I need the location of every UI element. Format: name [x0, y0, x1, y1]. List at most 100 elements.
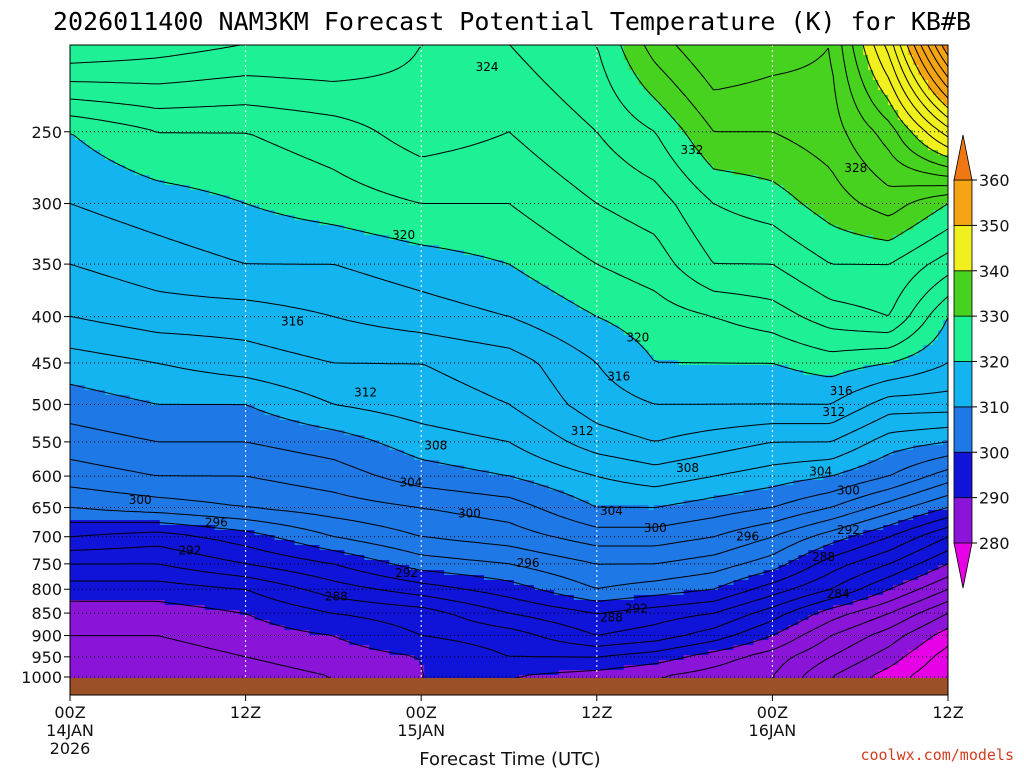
fill-cell: [329, 70, 335, 76]
fill-cell: [863, 130, 869, 136]
fill-cell: [568, 90, 575, 96]
fill-cell: [94, 50, 101, 56]
fill-cell: [573, 95, 580, 101]
fill-cell: [828, 70, 834, 76]
fill-cell: [703, 90, 710, 96]
fill-cell: [74, 125, 81, 131]
fill-cell: [608, 120, 615, 126]
fill-cell: [209, 145, 216, 151]
fill-cell: [139, 160, 146, 166]
fill-cell: [613, 110, 620, 116]
fill-cell: [543, 70, 550, 76]
fill-cell: [603, 165, 610, 171]
fill-cell: [109, 170, 116, 176]
fill-cell: [489, 165, 495, 171]
fill-cell: [449, 70, 455, 76]
fill-cell: [254, 150, 261, 156]
fill-cell: [518, 80, 525, 86]
fill-cell: [738, 155, 745, 161]
fill-cell: [484, 85, 490, 91]
fill-cell: [543, 130, 550, 136]
fill-cell: [259, 95, 266, 101]
fill-cell: [758, 115, 765, 121]
fill-cell: [623, 95, 630, 101]
fill-cell: [109, 150, 116, 156]
fill-cell: [134, 120, 141, 126]
fill-cell: [70, 140, 76, 146]
fill-cell: [139, 185, 146, 191]
fill-cell: [109, 185, 116, 191]
fill-cell: [129, 135, 136, 141]
fill-cell: [773, 160, 779, 166]
fill-cell: [713, 55, 720, 61]
fill-cell: [793, 120, 799, 126]
fill-cell: [74, 75, 81, 81]
fill-cell: [848, 155, 854, 161]
fill-cell: [628, 45, 635, 51]
fill-cell: [663, 75, 670, 81]
fill-cell: [164, 100, 171, 106]
fill-cell: [773, 125, 779, 131]
fill-cell: [409, 145, 415, 151]
fill-cell: [399, 75, 405, 81]
fill-cell: [743, 130, 750, 136]
fill-cell: [843, 115, 849, 121]
fill-cell: [359, 100, 365, 106]
fill-cell: [598, 95, 605, 101]
fill-cell: [943, 95, 948, 101]
fill-cell: [209, 60, 216, 66]
fill-cell: [149, 155, 156, 161]
fill-cell: [404, 180, 410, 186]
fill-cell: [189, 120, 196, 126]
fill-cell: [79, 175, 86, 181]
fill-cell: [653, 170, 660, 176]
fill-cell: [134, 175, 141, 181]
fill-cell: [588, 130, 595, 136]
fill-cell: [713, 120, 720, 126]
fill-cell: [219, 145, 226, 151]
fill-cell: [229, 75, 236, 81]
fill-cell: [593, 50, 600, 56]
fill-cell: [883, 80, 889, 86]
fill-cell: [114, 175, 121, 181]
fill-cell: [194, 85, 201, 91]
fill-cell: [84, 160, 91, 166]
fill-cell: [259, 65, 266, 71]
fill-cell: [364, 55, 370, 61]
fill-cell: [528, 165, 535, 171]
fill-cell: [943, 75, 948, 81]
fill-cell: [603, 85, 610, 91]
fill-cell: [164, 45, 171, 51]
fill-cell: [469, 170, 475, 176]
fill-cell: [898, 95, 904, 101]
fill-cell: [159, 65, 166, 71]
fill-cell: [219, 155, 226, 161]
fill-cell: [414, 45, 420, 51]
fill-cell: [848, 180, 854, 186]
fill-cell: [543, 75, 550, 81]
fill-cell: [399, 175, 405, 181]
fill-cell: [334, 175, 340, 181]
fill-cell: [219, 105, 226, 111]
fill-cell: [728, 180, 735, 186]
fill-cell: [384, 115, 390, 121]
fill-cell: [199, 75, 206, 81]
fill-cell: [404, 130, 410, 136]
fill-cell: [289, 145, 296, 151]
fill-cell: [284, 90, 291, 96]
fill-cell: [723, 115, 730, 121]
fill-cell: [154, 65, 161, 71]
fill-cell: [608, 95, 615, 101]
fill-cell: [813, 180, 819, 186]
fill-cell: [104, 55, 111, 61]
fill-cell: [753, 115, 760, 121]
fill-cell: [74, 80, 81, 86]
fill-cell: [269, 70, 276, 76]
fill-cell: [399, 185, 405, 191]
fill-cell: [419, 105, 425, 111]
fill-cell: [184, 55, 191, 61]
fill-cell: [873, 110, 879, 116]
fill-cell: [613, 135, 620, 141]
fill-cell: [653, 80, 660, 86]
fill-cell: [718, 180, 725, 186]
